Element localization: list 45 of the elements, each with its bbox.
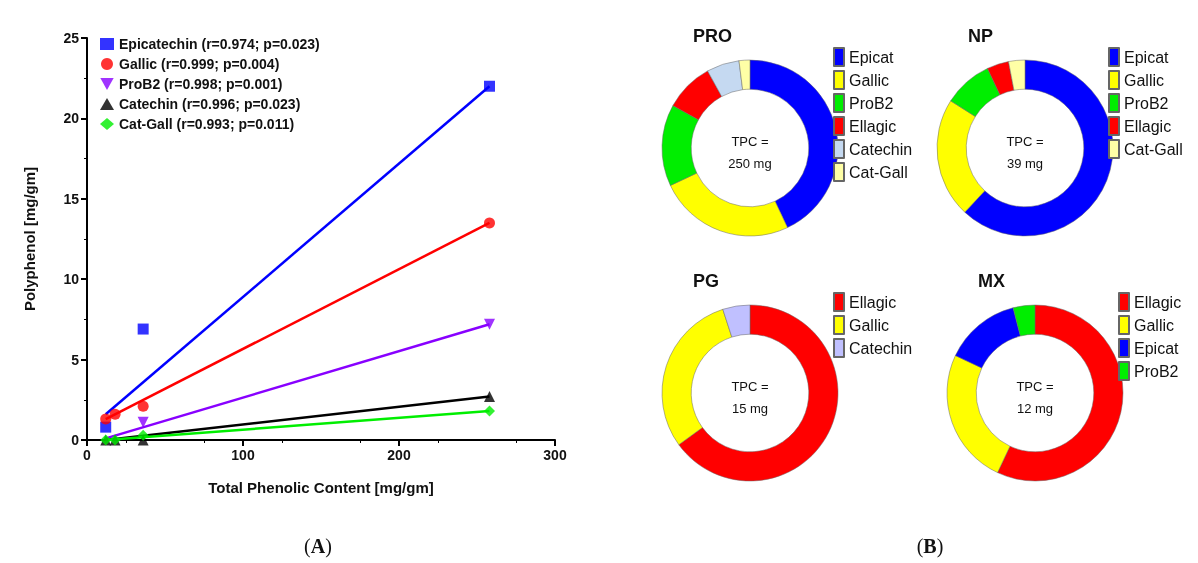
legend-label: Cat-Gall (849, 163, 908, 181)
legend-label: ProB2 (1134, 362, 1179, 380)
legend-label: Catechin (r=0.996; p=0.023) (119, 96, 301, 112)
legend-label: Cat-Gall (r=0.993; p=0.011) (119, 116, 295, 132)
y-axis-title: Polyphenol [mg/gm] (21, 166, 38, 312)
x-tick-label: 0 (83, 447, 92, 463)
x-tick-label: 300 (543, 447, 567, 463)
chart-title: PRO (693, 26, 733, 46)
x-axis-title: Total Phenolic Content [mg/gm] (208, 479, 434, 496)
x-tick-label: 200 (387, 447, 411, 463)
text: TPC = 250 mg (728, 133, 772, 171)
legend-label: Gallic (849, 316, 890, 334)
y-tick-label: 5 (71, 351, 80, 368)
y-tick-label: 10 (63, 271, 80, 288)
legend-label: Epicat (1134, 339, 1180, 357)
legend-label: Catechin (849, 140, 913, 158)
legend-label: Gallic (r=0.999; p=0.004) (119, 56, 280, 72)
legend-label: Epicatechin (r=0.974; p=0.023) (119, 36, 320, 52)
legend-label: Ellagic (849, 293, 897, 311)
chart-title: NP (968, 26, 994, 46)
y-tick-label: 0 (71, 432, 80, 448)
y-tick-label: 15 (63, 190, 80, 207)
legend-label: ProB2 (849, 94, 894, 112)
text: TPC = 39 mg (1006, 133, 1044, 171)
legend-label: Ellagic (1124, 117, 1172, 135)
legend-label: Gallic (849, 71, 890, 89)
legend-label: Cat-Gall (1124, 140, 1183, 158)
legend-label: Ellagic (849, 117, 897, 135)
text: TPC = 15 mg (731, 378, 769, 416)
legend-label: Catechin (849, 339, 913, 357)
y-tick-label: 25 (63, 30, 80, 46)
legend-label: Gallic (1124, 71, 1165, 89)
chart-title: PG (693, 271, 720, 291)
y-tick-label: 20 (63, 110, 80, 127)
x-tick-label: 100 (231, 447, 255, 463)
text: (B) (915, 535, 945, 558)
legend-label: Epicat (849, 48, 895, 66)
legend-label: ProB2 (1124, 94, 1169, 112)
legend-label: Ellagic (1134, 293, 1182, 311)
legend-label: ProB2 (r=0.998; p=0.001) (119, 76, 283, 92)
chart-title: MX (978, 271, 1005, 291)
legend-label: Gallic (1134, 316, 1175, 334)
legend-label: Epicat (1124, 48, 1170, 66)
text: TPC = 12 mg (1016, 378, 1054, 416)
text: (A) (303, 535, 333, 558)
